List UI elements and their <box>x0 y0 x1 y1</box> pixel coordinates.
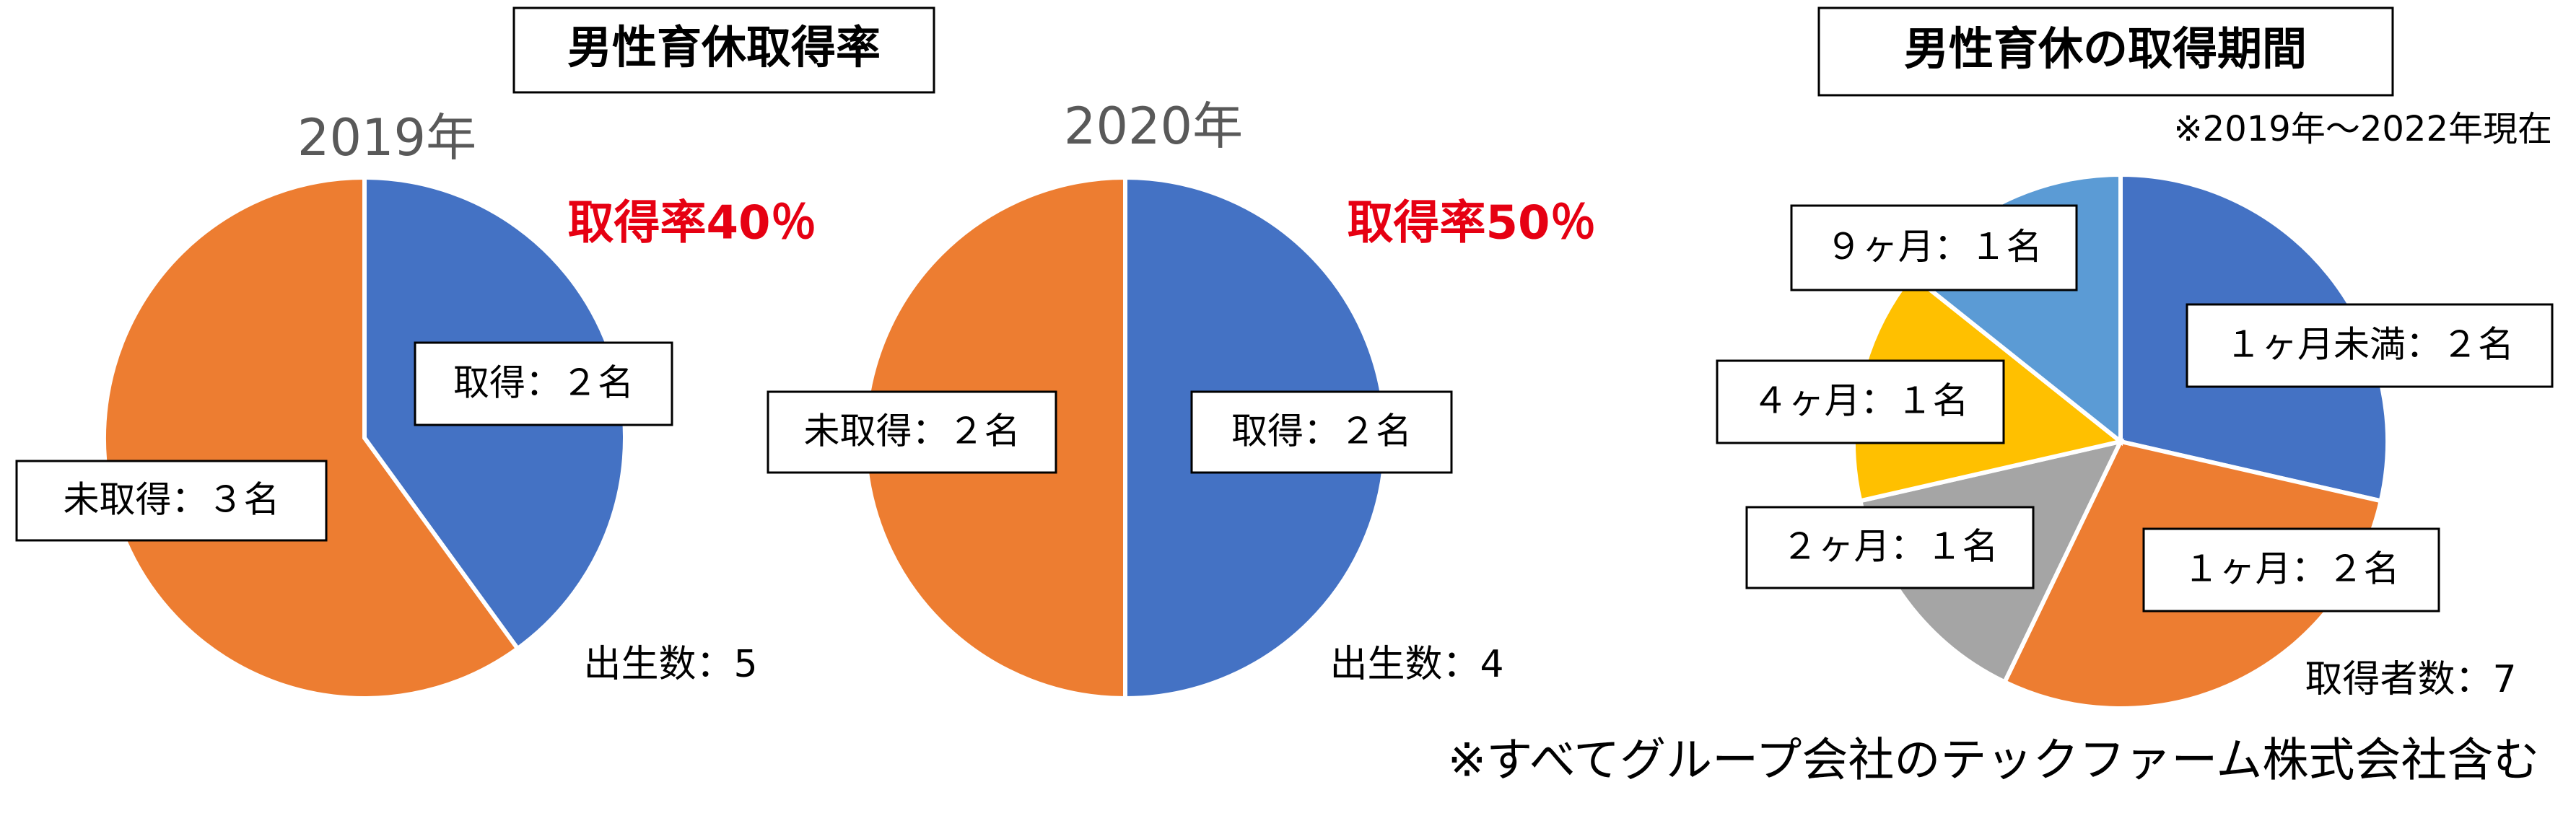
data-label: ２ヶ月：１名 <box>1782 526 1999 568</box>
pie-title: 2019年 <box>297 108 476 167</box>
annotation: 取得率40％ <box>567 197 816 250</box>
data-label: 取得：２名 <box>1231 410 1412 452</box>
annotation: 出生数：4 <box>1330 643 1503 686</box>
annotation: 出生数：5 <box>583 643 757 686</box>
heading-box <box>512 6 935 94</box>
heading-box <box>1817 6 2394 97</box>
data-label: １ヶ月未満：２名 <box>2225 324 2514 366</box>
data-label-box <box>1745 506 2035 589</box>
footnote: ※すべてグループ会社のテックファーム株式会社含む <box>1448 734 2540 788</box>
pie-title: 2020年 <box>1064 97 1243 156</box>
period-note: ※2019年～2022年現在 <box>2173 109 2552 149</box>
data-label-box <box>1716 359 2005 444</box>
annotation: 取得者数：7 <box>2305 658 2516 701</box>
data-label-box <box>767 390 1057 474</box>
data-label: ９ヶ月：１名 <box>1826 226 2043 268</box>
data-label: １ヶ月：２名 <box>2183 548 2400 590</box>
data-label: 取得：２名 <box>453 362 634 404</box>
data-label-box <box>15 460 328 542</box>
data-label-box <box>1790 204 2078 291</box>
heading: 男性育休の取得期間 <box>1904 22 2307 75</box>
annotation: 取得率50％ <box>1347 197 1596 250</box>
data-label: ４ヶ月：１名 <box>1752 380 1969 422</box>
data-label: 未取得：２名 <box>804 410 1021 452</box>
data-label-box <box>2186 303 2554 388</box>
heading: 男性育休取得率 <box>567 21 881 74</box>
data-label-box <box>1190 390 1453 474</box>
data-label: 未取得：３名 <box>64 479 280 521</box>
data-label-box <box>2142 527 2440 613</box>
data-label-box <box>414 341 673 426</box>
